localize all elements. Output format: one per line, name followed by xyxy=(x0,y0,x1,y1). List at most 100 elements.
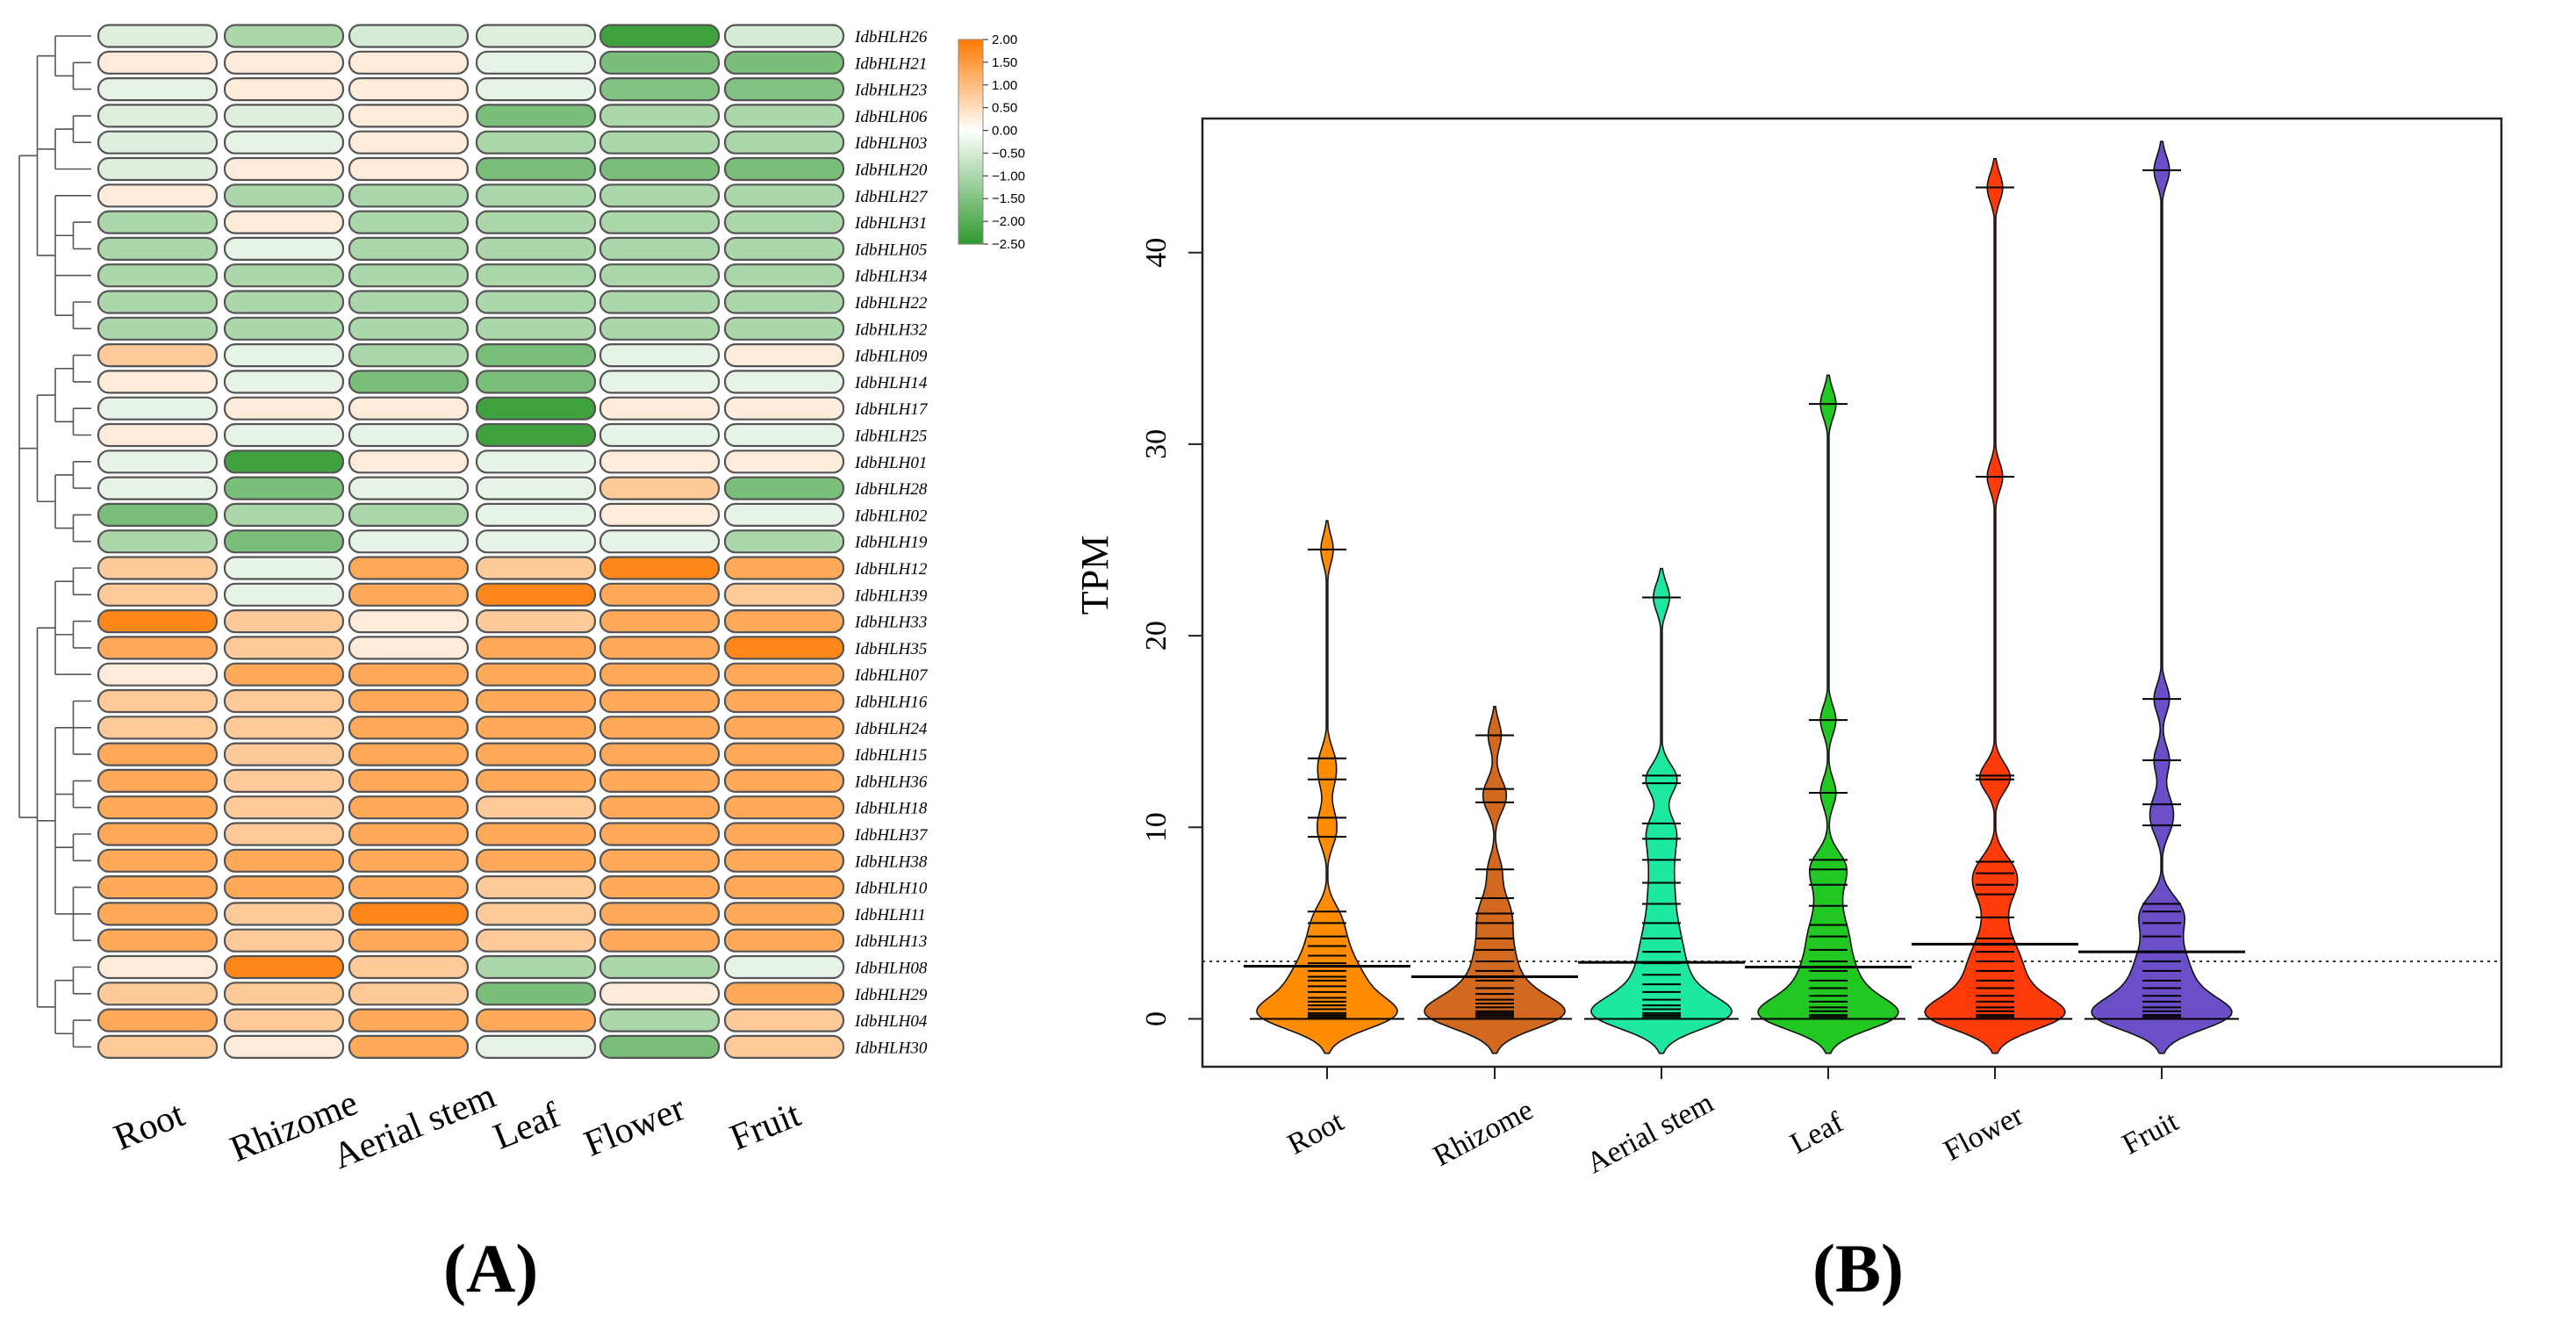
row-label: IdbHLH09 xyxy=(854,348,928,366)
heatmap-cell xyxy=(348,529,470,554)
heatmap-cell xyxy=(97,450,219,474)
legend-color-step xyxy=(958,171,983,176)
legend-color-step xyxy=(958,61,983,68)
heatmap-cell xyxy=(723,502,845,528)
row-label: IdbHLH20 xyxy=(854,162,928,180)
heatmap-cell xyxy=(723,476,845,500)
heatmap-cell xyxy=(599,636,721,660)
heatmap-cell xyxy=(348,156,470,182)
row-label: IdbHLH31 xyxy=(854,214,927,233)
heatmap-cell xyxy=(723,529,845,554)
legend-color-step xyxy=(958,48,983,54)
heatmap-cell xyxy=(97,183,219,208)
x-tick-label: Flower xyxy=(1939,1098,2029,1167)
heatmap-cell xyxy=(97,582,219,607)
column-label: Fruit xyxy=(725,1094,807,1158)
heatmap-cell xyxy=(348,50,470,75)
heatmap-cells xyxy=(97,24,845,1060)
heatmap-cell xyxy=(223,476,345,500)
heatmap-cell xyxy=(475,848,597,873)
row-label: IdbHLH32 xyxy=(854,320,928,339)
y-tick-label: 0 xyxy=(1140,1011,1173,1026)
heatmap-cell xyxy=(475,183,597,208)
legend-color-step xyxy=(958,84,983,90)
heatmap-cell xyxy=(475,768,597,794)
row-label: IdbHLH11 xyxy=(854,906,926,925)
heatmap-cell xyxy=(348,795,470,820)
heatmap-cell xyxy=(475,502,597,528)
heatmap-cell xyxy=(223,236,345,261)
legend-color-step xyxy=(958,216,983,222)
row-label: IdbHLH16 xyxy=(854,694,928,712)
heatmap-cell xyxy=(599,263,721,288)
heatmap-cell xyxy=(475,422,597,448)
row-label: IdbHLH26 xyxy=(854,28,928,47)
legend-color-step xyxy=(958,139,983,145)
legend-color-step xyxy=(958,176,983,182)
legend-color-step xyxy=(958,226,983,232)
heatmap-cell xyxy=(348,450,470,474)
heatmap-cell xyxy=(475,476,597,500)
heatmap-cell xyxy=(348,370,470,394)
heatmap-cell xyxy=(475,928,597,953)
heatmap-cell xyxy=(723,928,845,953)
row-label: IdbHLH37 xyxy=(854,826,929,845)
heatmap-cell xyxy=(223,742,345,766)
legend-color-step xyxy=(958,180,983,186)
heatmap-cell xyxy=(723,768,845,794)
row-label: IdbHLH24 xyxy=(854,720,928,738)
heatmap-cell xyxy=(97,104,219,128)
row-label: IdbHLH30 xyxy=(854,1039,928,1057)
heatmap-cell xyxy=(599,874,721,900)
heatmap-cell xyxy=(97,1008,219,1032)
heatmap-cell xyxy=(348,636,470,660)
heatmap-cell xyxy=(348,1034,470,1060)
heatmap-cell xyxy=(97,928,219,953)
heatmap-cell xyxy=(223,928,345,953)
heatmap-cell xyxy=(475,210,597,234)
heatmap-cell xyxy=(723,104,845,128)
heatmap-cell xyxy=(97,130,219,155)
violin-rhizome xyxy=(1424,706,1566,1054)
legend-color-step xyxy=(958,194,983,199)
heatmap-cell xyxy=(723,982,845,1006)
heatmap-cell xyxy=(599,24,721,48)
heatmap-cell xyxy=(723,343,845,368)
heatmap-cell xyxy=(97,76,219,102)
y-tick-label: 30 xyxy=(1140,429,1173,459)
row-label: IdbHLH17 xyxy=(854,400,929,419)
heatmap-cell xyxy=(475,236,597,261)
legend-tick-label: 2.00 xyxy=(992,32,1017,47)
heatmap-cell xyxy=(348,343,470,368)
heatmap-cell xyxy=(223,556,345,580)
x-tick-label: Fruit xyxy=(2117,1105,2184,1162)
heatmap-cell xyxy=(723,316,845,341)
heatmap-cell xyxy=(723,50,845,75)
row-label: IdbHLH07 xyxy=(854,666,929,685)
legend-color-step xyxy=(958,40,983,45)
heatmap-cell xyxy=(223,210,345,234)
heatmap-cell xyxy=(223,50,345,75)
heatmap-cell xyxy=(723,24,845,48)
heatmap-cell xyxy=(599,290,721,314)
heatmap-cell xyxy=(475,636,597,660)
row-label: IdbHLH25 xyxy=(854,428,927,446)
heatmap-cell xyxy=(348,688,470,714)
heatmap-cell xyxy=(599,982,721,1006)
legend-color-step xyxy=(958,103,983,109)
row-label: IdbHLH04 xyxy=(854,1012,928,1031)
heatmap-cell xyxy=(348,104,470,128)
heatmap-cell xyxy=(223,422,345,448)
heatmap-cell xyxy=(723,954,845,980)
heatmap-cell xyxy=(723,450,845,474)
heatmap-cell xyxy=(97,716,219,740)
heatmap-cell xyxy=(97,263,219,288)
legend-color-step xyxy=(958,148,983,155)
heatmap-cell xyxy=(475,982,597,1006)
heatmap-cell xyxy=(223,688,345,714)
heatmap-cell xyxy=(599,370,721,394)
heatmap-cell xyxy=(223,1008,345,1032)
heatmap-cell xyxy=(475,24,597,48)
heatmap-cell xyxy=(599,928,721,953)
heatmap-cell xyxy=(475,104,597,128)
